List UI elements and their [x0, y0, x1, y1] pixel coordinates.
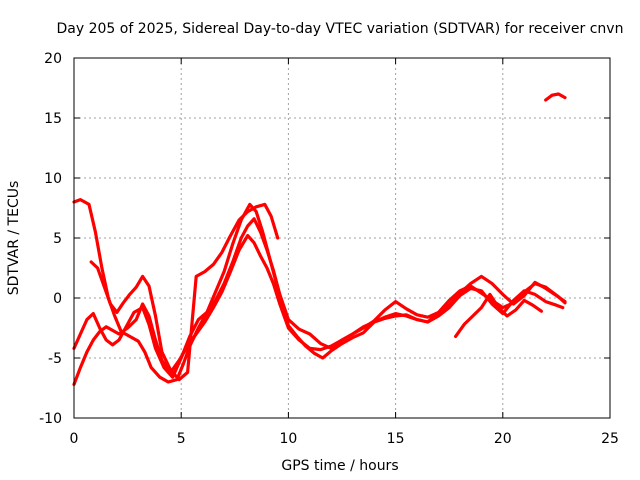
- y-tick-label: 15: [44, 111, 62, 127]
- y-axis-label: SDTVAR / TECUs: [6, 181, 22, 296]
- x-tick-label: 25: [601, 431, 619, 447]
- series-line-track-1: [72, 198, 565, 384]
- data-series: [72, 92, 567, 386]
- series-line-track-5: [454, 292, 544, 338]
- y-tick-label: 5: [53, 231, 62, 247]
- series-line-track-6: [544, 92, 567, 102]
- x-tick-label: 10: [279, 431, 297, 447]
- y-tick-label: 0: [53, 291, 62, 307]
- grid: [74, 58, 610, 418]
- y-tick-label: 10: [44, 171, 62, 187]
- x-tick-label: 20: [494, 431, 512, 447]
- y-tick-label: -10: [39, 411, 62, 427]
- axis-ticks: 0 5 10 15 20 25 -10 -5 0 5 10 15 20: [39, 51, 619, 447]
- y-tick-label: -5: [48, 351, 62, 367]
- series-line-track-3: [72, 234, 567, 386]
- series-line-track-4: [89, 202, 280, 382]
- x-axis-label: GPS time / hours: [281, 458, 398, 474]
- x-tick-label: 5: [177, 431, 186, 447]
- chart-title: Day 205 of 2025, Sidereal Day-to-day VTE…: [57, 21, 624, 37]
- y-tick-label: 20: [44, 51, 62, 67]
- x-tick-label: 15: [387, 431, 405, 447]
- x-tick-label: 0: [70, 431, 79, 447]
